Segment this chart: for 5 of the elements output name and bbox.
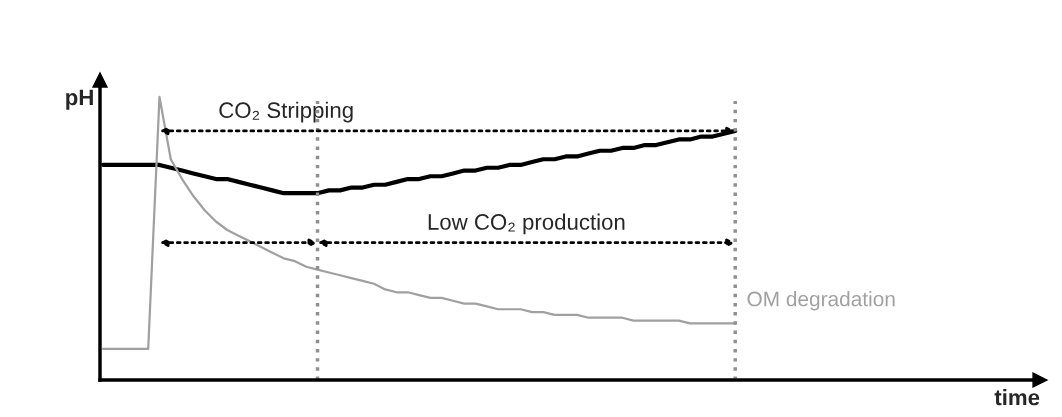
annotation: Low CO₂ production bbox=[428, 213, 625, 235]
annotation: CO₂ Stripping bbox=[219, 101, 353, 123]
y-axis-title: pH bbox=[66, 89, 93, 110]
x-axis-title: time bbox=[994, 389, 1040, 406]
series-label: OM degradation bbox=[747, 291, 895, 311]
